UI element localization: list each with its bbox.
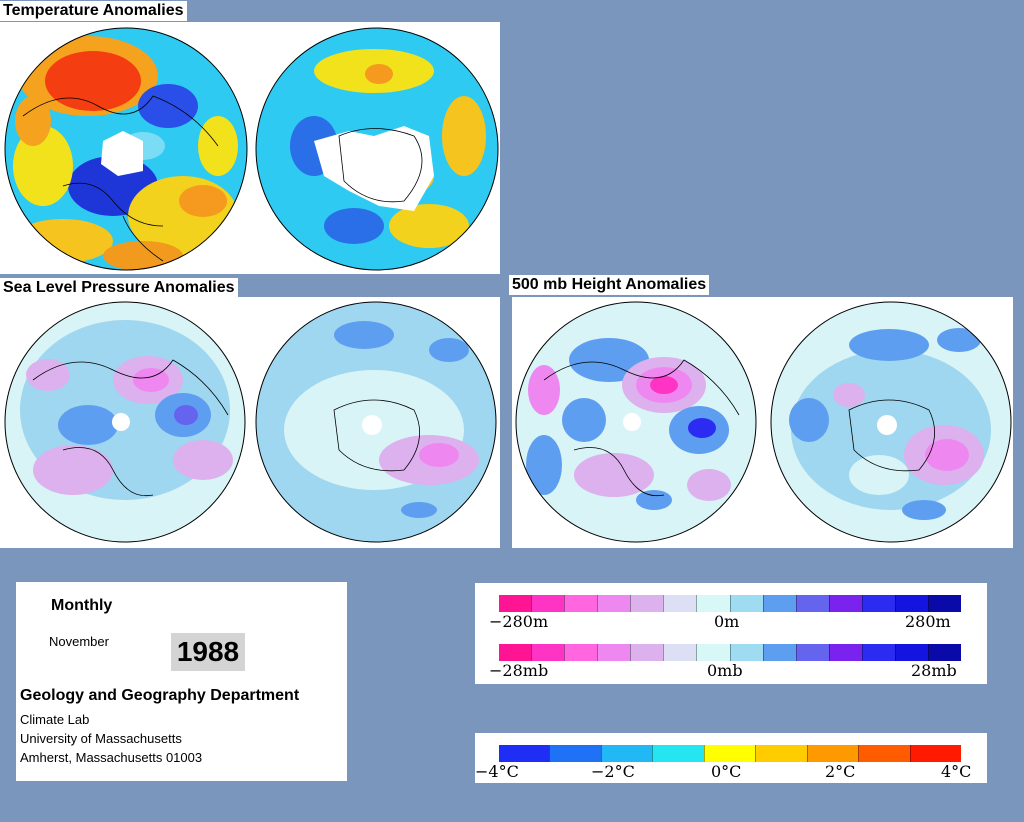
temperature-scale-label: 2°C bbox=[825, 762, 856, 781]
temperature-scale-panel: −4°C −2°C 0°C 2°C 4°C bbox=[475, 733, 987, 783]
height-min-label: −280m bbox=[489, 612, 549, 631]
height-colorbar-segment bbox=[564, 595, 598, 612]
height-colorbar-segment bbox=[928, 595, 962, 612]
height-colorbar-segment bbox=[630, 595, 664, 612]
pressure-colorbar-segment bbox=[928, 644, 962, 661]
temperature-colorbar-segment bbox=[909, 745, 961, 762]
temperature-colorbar bbox=[499, 745, 961, 762]
pressure-colorbar-segment bbox=[861, 644, 895, 661]
height-colorbar-segment bbox=[499, 595, 532, 612]
slp-title: Sea Level Pressure Anomalies bbox=[0, 278, 238, 298]
height-mid-label: 0m bbox=[714, 612, 740, 631]
height-colorbar-segment bbox=[894, 595, 929, 612]
height-colorbar-segment bbox=[597, 595, 631, 612]
pressure-colorbar-segment bbox=[762, 644, 796, 661]
temperature-colorbar-segment bbox=[858, 745, 910, 762]
temperature-colorbar-segment bbox=[755, 745, 807, 762]
height-colorbar-segment bbox=[828, 595, 862, 612]
height-colorbar-segment bbox=[729, 595, 763, 612]
period-label: Monthly bbox=[51, 597, 113, 614]
year-label: 1988 bbox=[171, 633, 245, 671]
department-label: Geology and Geography Department bbox=[20, 687, 300, 704]
temperature-title: Temperature Anomalies bbox=[0, 1, 187, 21]
height-colorbar-segment bbox=[696, 595, 730, 612]
address-label: Amherst, Massachusetts 01003 bbox=[20, 750, 203, 765]
temperature-colorbar-segment bbox=[806, 745, 859, 762]
height-title: 500 mb Height Anomalies bbox=[509, 275, 710, 295]
slp-map-north bbox=[4, 301, 246, 543]
height-colorbar-segment bbox=[762, 595, 796, 612]
pressure-colorbar-segment bbox=[499, 644, 532, 661]
pressure-mid-label: 0mb bbox=[707, 661, 743, 680]
height-map-south bbox=[770, 301, 1012, 543]
pressure-colorbar-segment bbox=[729, 644, 763, 661]
contour-scale-panel: −280m 0m 280m −28mb 0mb 28mb bbox=[475, 583, 987, 684]
temperature-map-north bbox=[4, 27, 248, 271]
slp-map-south bbox=[255, 301, 497, 543]
pressure-colorbar-segment bbox=[597, 644, 631, 661]
temperature-colorbar-segment bbox=[549, 745, 601, 762]
temperature-scale-label: 0°C bbox=[711, 762, 742, 781]
temperature-colorbar-segment bbox=[652, 745, 704, 762]
temperature-scale-label: −4°C bbox=[475, 762, 519, 781]
temperature-scale-label: 4°C bbox=[941, 762, 972, 781]
university-label: University of Massachusetts bbox=[20, 731, 182, 746]
pressure-colorbar-segment bbox=[894, 644, 929, 661]
lab-label: Climate Lab bbox=[20, 712, 90, 727]
month-label: November bbox=[49, 634, 109, 649]
pressure-colorbar bbox=[499, 644, 962, 661]
height-panel bbox=[512, 297, 1013, 548]
height-map-north bbox=[515, 301, 757, 543]
height-max-label: 280m bbox=[905, 612, 951, 631]
pressure-min-label: −28mb bbox=[489, 661, 549, 680]
temperature-colorbar-segment bbox=[600, 745, 653, 762]
temperature-colorbar-segment bbox=[703, 745, 756, 762]
pressure-max-label: 28mb bbox=[911, 661, 957, 680]
pressure-colorbar-segment bbox=[564, 644, 598, 661]
info-box: Monthly November 1988 Geology and Geogra… bbox=[16, 582, 347, 781]
temperature-panel bbox=[0, 22, 500, 274]
height-colorbar-segment bbox=[861, 595, 895, 612]
pressure-colorbar-segment bbox=[828, 644, 862, 661]
height-colorbar-segment bbox=[795, 595, 829, 612]
height-colorbar-segment bbox=[663, 595, 697, 612]
pressure-colorbar-segment bbox=[630, 644, 664, 661]
temperature-colorbar-segment bbox=[499, 745, 550, 762]
pressure-colorbar-segment bbox=[663, 644, 697, 661]
temperature-map-south bbox=[255, 27, 499, 271]
pressure-colorbar-segment bbox=[696, 644, 730, 661]
height-colorbar bbox=[499, 595, 962, 612]
height-colorbar-segment bbox=[531, 595, 565, 612]
pressure-colorbar-segment bbox=[795, 644, 829, 661]
temperature-scale-label: −2°C bbox=[591, 762, 635, 781]
pressure-colorbar-segment bbox=[531, 644, 565, 661]
slp-panel bbox=[0, 297, 500, 548]
